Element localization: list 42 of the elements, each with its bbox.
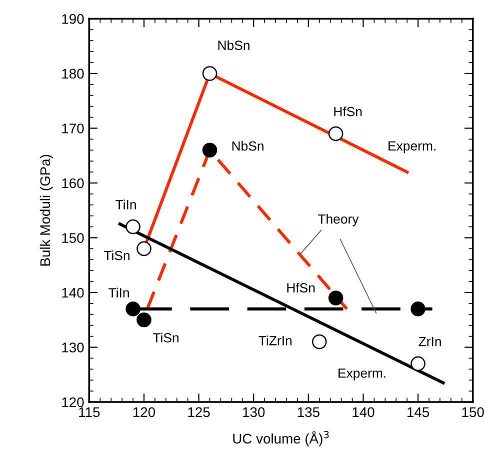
point — [136, 241, 152, 256]
annotation: TiIn — [116, 200, 136, 210]
point — [126, 219, 140, 234]
annotation: TiIn — [108, 288, 129, 298]
annotation: HfSn — [287, 282, 315, 293]
x-tick-label: 125 — [188, 407, 210, 418]
point — [328, 126, 344, 142]
y-tick-label: 130 — [62, 342, 84, 352]
point — [410, 302, 426, 316]
annotation: ZrIn — [418, 337, 441, 346]
y-tick-label: 120 — [62, 397, 84, 408]
x-tick-label: 115 — [79, 407, 100, 418]
point — [202, 142, 218, 158]
annotation: NbSn — [232, 140, 264, 151]
y-tick-label: 150 — [62, 233, 84, 243]
annotation: TiSn — [152, 332, 178, 342]
point — [312, 334, 327, 350]
annotation: Theory — [318, 214, 359, 226]
point — [328, 290, 344, 306]
annotation: Experm. — [388, 141, 436, 154]
point — [410, 356, 426, 372]
annotation: NbSn — [218, 40, 250, 50]
y-axis-title: Bulk Moduli (GPa) — [40, 154, 53, 266]
x-tick-label: 150 — [462, 407, 484, 418]
annotation: Experm. — [338, 368, 386, 380]
point — [136, 312, 152, 328]
annotation: HfSn — [334, 106, 362, 116]
y-tick-label: 140 — [62, 288, 84, 298]
x-tick-label: 135 — [298, 407, 320, 418]
y-tick-label: 180 — [62, 68, 84, 79]
x-tick-label: 145 — [408, 407, 430, 418]
y-tick-label: 170 — [62, 124, 84, 134]
point — [126, 302, 140, 316]
x-tick-label: 140 — [352, 407, 374, 418]
x-tick-label: 120 — [133, 407, 156, 418]
point — [202, 66, 218, 81]
y-tick-label: 190 — [62, 14, 84, 24]
x-tick-label: 130 — [243, 407, 265, 418]
x-axis-title: UC volume (Å)$^{3}$ — [233, 430, 329, 446]
annotation: TiZrIn — [258, 336, 292, 346]
y-tick-label: 160 — [62, 178, 84, 188]
annotation: TiSn — [104, 250, 130, 260]
